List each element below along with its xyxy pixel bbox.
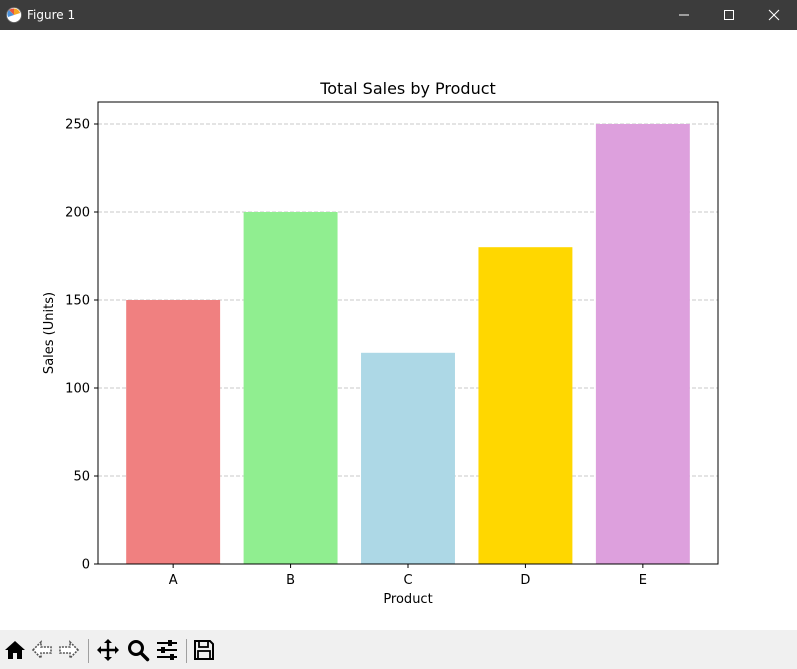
- minimize-icon: [679, 14, 689, 16]
- y-tick-label: 200: [65, 206, 90, 221]
- bar-e: [595, 124, 690, 564]
- save-icon: [194, 640, 214, 660]
- zoom-button[interactable]: [126, 638, 150, 662]
- matplotlib-logo-icon: [6, 7, 22, 23]
- bar-a: [126, 300, 221, 564]
- bar-b: [243, 212, 338, 564]
- home-icon: [5, 641, 25, 659]
- bar-c: [361, 352, 455, 564]
- x-axis-label: Product: [383, 592, 432, 607]
- y-tick-label: 100: [65, 382, 90, 397]
- pan-icon: [97, 639, 119, 661]
- x-tick-label: B: [286, 573, 295, 588]
- forward-button[interactable]: [57, 638, 81, 662]
- configure-subplots-icon: [157, 640, 177, 660]
- minimize-button[interactable]: [661, 0, 707, 30]
- y-axis-label: Sales (Units): [42, 292, 57, 374]
- x-tick-label: E: [639, 573, 647, 588]
- toolbar-separator: [186, 639, 187, 663]
- back-button[interactable]: [30, 638, 54, 662]
- navigation-toolbar: [0, 630, 797, 669]
- bar-chart: Total Sales by Product 0 50 100 150 200 250 A B…: [42, 79, 719, 607]
- maximize-button[interactable]: [706, 0, 752, 30]
- x-tick-label: D: [520, 573, 530, 588]
- y-tick-label: 150: [65, 294, 90, 309]
- save-button[interactable]: [192, 638, 216, 662]
- forward-icon: [59, 640, 80, 660]
- window-titlebar[interactable]: Figure 1: [0, 0, 797, 30]
- window-title: Figure 1: [27, 8, 76, 22]
- y-tick-label: 250: [65, 118, 90, 133]
- back-icon: [31, 640, 52, 660]
- y-tick-label: 0: [82, 558, 90, 573]
- maximize-icon: [724, 10, 734, 20]
- close-button[interactable]: [751, 0, 797, 30]
- toolbar-separator: [88, 639, 89, 663]
- zoom-icon: [128, 640, 150, 662]
- bar-d: [478, 247, 573, 564]
- configure-subplots-button[interactable]: [155, 638, 179, 662]
- chart-title: Total Sales by Product: [319, 79, 496, 98]
- x-tick-label: A: [169, 573, 178, 588]
- y-tick-label: 50: [73, 470, 90, 485]
- close-icon: [768, 9, 780, 21]
- figure-canvas[interactable]: Total Sales by Product 0 50 100 150 200 250 A B…: [0, 30, 797, 630]
- pan-button[interactable]: [96, 638, 120, 662]
- home-button[interactable]: [3, 638, 27, 662]
- x-tick-label: C: [403, 573, 412, 588]
